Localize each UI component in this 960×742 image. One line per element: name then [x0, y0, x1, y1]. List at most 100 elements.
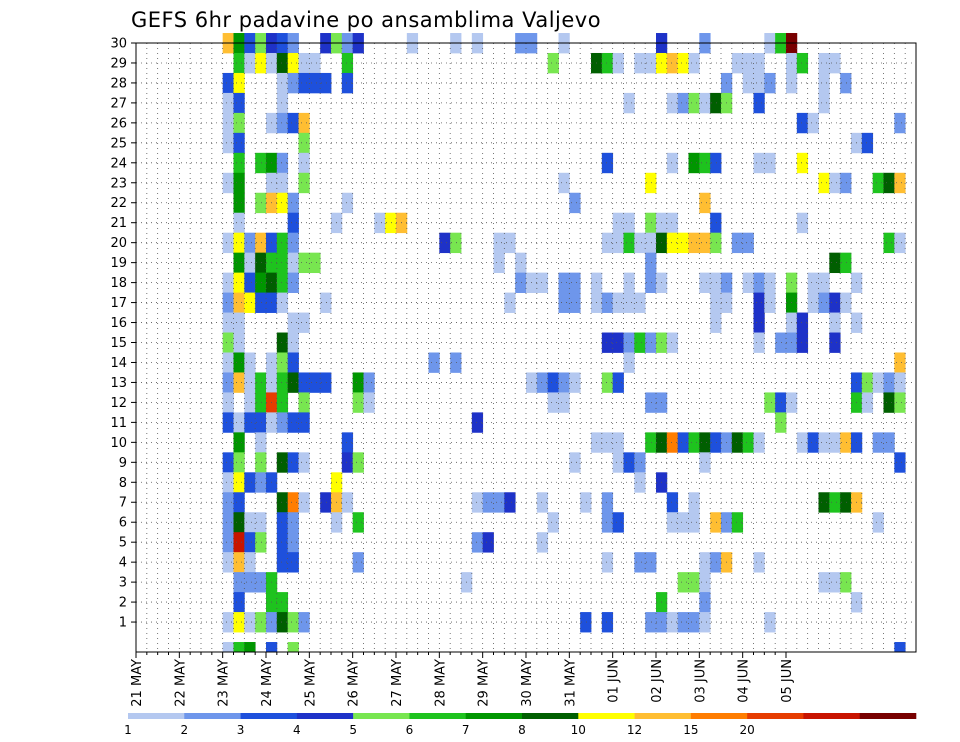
heatmap-cell: [710, 272, 722, 293]
colorbar-swatch: [690, 713, 748, 719]
heatmap-cell: [276, 412, 289, 433]
y-tick-label: 26: [110, 116, 127, 131]
y-tick-label: 21: [110, 216, 127, 231]
heatmap-cell: [699, 452, 711, 473]
colorbar-label: 7: [462, 723, 470, 737]
colorbar-swatch: [465, 713, 523, 719]
heatmap-cell: [298, 172, 310, 194]
heatmap-cell: [287, 552, 299, 573]
heatmap-cell: [829, 172, 841, 194]
heatmap-cell: [222, 372, 234, 393]
heatmap-cell: [244, 272, 256, 293]
colorbar-swatch: [128, 713, 185, 719]
heatmap-cell: [244, 392, 256, 413]
heatmap-cell: [818, 492, 830, 513]
heatmap-cell: [612, 332, 624, 353]
heatmap-cell: [883, 392, 895, 413]
heatmap-cell: [233, 112, 245, 134]
heatmap-cell: [666, 512, 679, 533]
heatmap-cell: [287, 512, 299, 533]
heatmap-cell: [222, 512, 234, 533]
heatmap-cell: [309, 372, 321, 393]
heatmap-cell: [710, 212, 722, 234]
heatmap-cell: [222, 532, 234, 553]
heatmap-cell: [861, 392, 874, 413]
heatmap-cell: [536, 272, 549, 293]
x-tick-label: 26 MAY: [347, 659, 362, 707]
heatmap-cell: [276, 492, 289, 513]
heatmap-cell: [276, 552, 289, 573]
heatmap-cell: [645, 252, 657, 274]
heatmap-cell: [645, 552, 657, 573]
heatmap-cell: [753, 272, 765, 293]
heatmap-cell: [255, 412, 267, 433]
heatmap-cell: [666, 92, 679, 114]
heatmap-cell: [255, 612, 267, 633]
y-tick-label: 4: [119, 556, 127, 571]
heatmap-cell: [731, 432, 744, 453]
colorbar-label: 5: [349, 723, 357, 737]
heatmap-cell: [796, 152, 809, 174]
heatmap-cell: [233, 572, 245, 593]
colorbar-swatch: [803, 713, 861, 719]
heatmap-cell: [222, 232, 234, 254]
heatmap-cell: [894, 452, 906, 473]
heatmap-cell: [894, 232, 906, 254]
heatmap-cell: [233, 312, 245, 333]
heatmap-cell: [645, 232, 657, 254]
heatmap-cell: [829, 332, 841, 353]
heatmap-cell: [688, 512, 700, 533]
heatmap-cell: [612, 52, 624, 74]
heatmap-cell: [320, 372, 332, 393]
heatmap-cell: [352, 392, 364, 413]
heatmap-cell: [688, 612, 700, 633]
heatmap-cell: [818, 272, 830, 293]
heatmap-cell: [255, 232, 267, 254]
heatmap-cell: [276, 592, 289, 613]
heatmap-cell: [233, 352, 245, 373]
heatmap-cell: [601, 332, 614, 353]
heatmap-cell: [666, 152, 679, 174]
heatmap-cell: [840, 292, 852, 313]
colorbar-label: 6: [406, 723, 414, 737]
heatmap-cell: [471, 492, 484, 513]
x-tick-label: 21 MAY: [130, 659, 145, 707]
heatmap-cell: [601, 232, 614, 254]
heatmap-cell: [829, 312, 841, 333]
x-tick-label: 27 MAY: [390, 659, 405, 707]
heatmap-cell: [536, 372, 549, 393]
heatmap-cell: [872, 432, 884, 453]
y-tick-label: 19: [110, 256, 127, 271]
heatmap-cell: [645, 212, 657, 234]
heatmap-cell: [666, 432, 679, 453]
heatmap-cell: [493, 232, 505, 254]
heatmap-cell: [829, 292, 841, 313]
colorbar-label: 10: [571, 723, 586, 737]
heatmap-cell: [298, 492, 310, 513]
heatmap-cell: [276, 52, 289, 74]
heatmap-cell: [623, 332, 635, 353]
heatmap-cell: [276, 192, 289, 214]
heatmap-cell: [276, 392, 289, 413]
heatmap-cell: [601, 492, 614, 513]
heatmap-cell: [840, 572, 852, 593]
heatmap-cell: [569, 272, 581, 293]
heatmap-cell: [861, 132, 874, 154]
heatmap-cell: [775, 392, 787, 413]
y-tick-label: 9: [119, 456, 127, 471]
x-tick-label: 28 MAY: [433, 659, 448, 707]
heatmap-cell: [276, 172, 289, 194]
y-axis-ticks: 1234567891011121314151617181920212223242…: [110, 37, 136, 631]
heatmap-cell: [558, 172, 570, 194]
x-tick-label: 01 JUN: [607, 659, 622, 703]
x-tick-label: 25 MAY: [303, 659, 318, 707]
heatmap-cell: [222, 642, 234, 653]
heatmap-cell: [742, 72, 754, 94]
heatmap-cell: [699, 192, 711, 214]
heatmap-cell: [699, 552, 711, 573]
heatmap-cell: [287, 332, 299, 353]
heatmap-cell: [276, 72, 289, 94]
heatmap-cell: [320, 72, 332, 94]
colorbar-swatch: [747, 713, 804, 719]
heatmap-cell: [298, 372, 310, 393]
